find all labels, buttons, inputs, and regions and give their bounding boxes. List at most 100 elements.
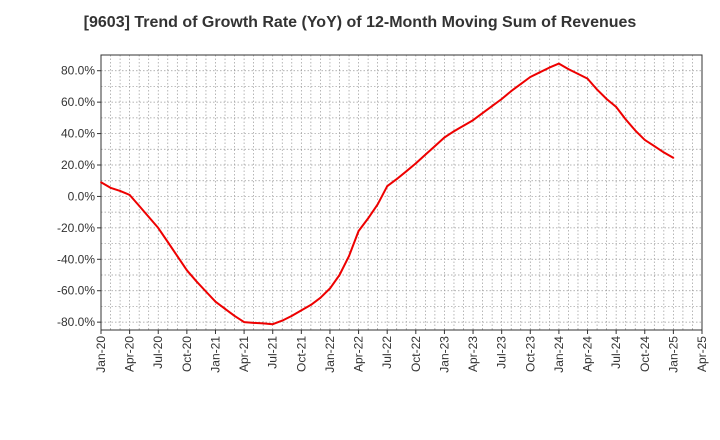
data-point (386, 185, 389, 188)
data-point (157, 227, 160, 229)
x-axis: Jan-20 Apr-20 Jul-20 Oct-20 Jan-21 Apr-21 Jul-… (94, 330, 709, 373)
data-point (481, 112, 484, 114)
data-point (262, 322, 265, 325)
plot-area-frame (100, 54, 703, 331)
data-point (615, 106, 617, 108)
data-point (138, 205, 141, 207)
data-point (462, 124, 465, 127)
data-point (348, 255, 350, 257)
x-tick-label: Jul-23 (495, 336, 509, 369)
data-point (472, 119, 474, 122)
data-point (434, 145, 436, 148)
x-tick-label: Oct-20 (180, 336, 194, 372)
data-point (300, 309, 303, 312)
data-point (109, 186, 112, 189)
x-tick-label: Oct-24 (638, 336, 652, 372)
x-tick-label: Jul-21 (266, 336, 280, 369)
x-tick-label: Apr-24 (581, 336, 595, 372)
data-point (662, 151, 665, 154)
data-point (176, 255, 179, 257)
data-point (166, 241, 169, 243)
x-tick-label: Apr-21 (237, 336, 251, 372)
data-point (252, 322, 255, 324)
data-point (538, 71, 541, 74)
data-point (195, 280, 198, 283)
data-point (529, 76, 532, 78)
data-point (205, 290, 207, 293)
data-point (243, 321, 246, 323)
data-point (147, 216, 150, 218)
data-point (672, 157, 675, 159)
y-tick-label: -20.0% (57, 221, 95, 235)
x-tick-label: Oct-23 (523, 336, 537, 372)
data-point (414, 162, 417, 165)
chart-title: [9603] Trend of Growth Rate (YoY) of 12-… (83, 14, 637, 31)
x-tick-label: Jan-25 (666, 336, 680, 373)
data-point (214, 300, 217, 303)
data-point (453, 130, 455, 133)
data-point (424, 153, 427, 156)
y-tick-label: -80.0% (57, 315, 95, 329)
data-point (233, 315, 236, 317)
data-point (558, 62, 560, 65)
data-point (577, 73, 579, 75)
series-line (100, 62, 674, 326)
data-point (367, 217, 369, 220)
data-point (224, 307, 226, 310)
x-tick-label: Jan-22 (323, 336, 337, 373)
x-tick-label: Jan-21 (208, 336, 222, 373)
data-points (100, 62, 675, 326)
data-point (605, 98, 608, 100)
data-point (491, 105, 493, 107)
y-tick-label: 20.0% (61, 158, 95, 172)
data-point (643, 139, 646, 141)
y-tick-label: 40.0% (61, 127, 95, 141)
x-tick-label: Jan-20 (94, 336, 108, 373)
x-tick-label: Jul-20 (151, 336, 165, 369)
x-tick-label: Apr-23 (466, 336, 480, 372)
data-point (624, 118, 627, 121)
data-point (519, 83, 522, 85)
y-axis: 80.0% 60.0% 40.0% 20.0% 0.0% -20.0% -40.0% -60.… (57, 64, 101, 329)
data-point (357, 230, 360, 232)
data-point (329, 287, 331, 290)
x-tick-label: Apr-20 (123, 336, 137, 372)
data-point (186, 269, 188, 272)
data-point (290, 315, 293, 317)
data-point (310, 304, 312, 306)
data-point (128, 194, 131, 196)
data-point (510, 90, 513, 92)
data-point (634, 129, 637, 132)
data-point (376, 203, 379, 206)
data-point (548, 66, 551, 69)
x-tick-label: Jul-24 (609, 336, 623, 369)
y-tick-label: 60.0% (61, 95, 95, 109)
x-tick-label: Oct-22 (409, 336, 423, 372)
y-tick-label: -60.0% (57, 284, 95, 298)
data-point (395, 178, 398, 181)
y-tick-label: 80.0% (61, 64, 95, 78)
grid (101, 55, 702, 330)
data-point (119, 190, 121, 192)
x-tick-label: Jan-24 (552, 336, 566, 373)
x-tick-label: Jan-23 (437, 336, 451, 373)
data-point (271, 323, 274, 326)
data-point (653, 145, 656, 148)
x-tick-label: Oct-21 (294, 336, 308, 372)
data-point (100, 181, 102, 184)
data-point (586, 77, 589, 80)
data-point (500, 98, 503, 100)
data-point (443, 136, 446, 139)
y-tick-label: 0.0% (68, 189, 96, 203)
x-tick-label: Jul-22 (380, 336, 394, 369)
data-point (405, 170, 408, 173)
x-tick-label: Apr-22 (352, 336, 366, 372)
x-tick-label: Apr-25 (695, 336, 709, 372)
data-point (319, 296, 322, 299)
data-point (281, 319, 284, 322)
data-point (338, 274, 341, 276)
data-point (596, 88, 598, 91)
data-point (567, 68, 570, 70)
y-tick-label: -40.0% (57, 252, 95, 266)
